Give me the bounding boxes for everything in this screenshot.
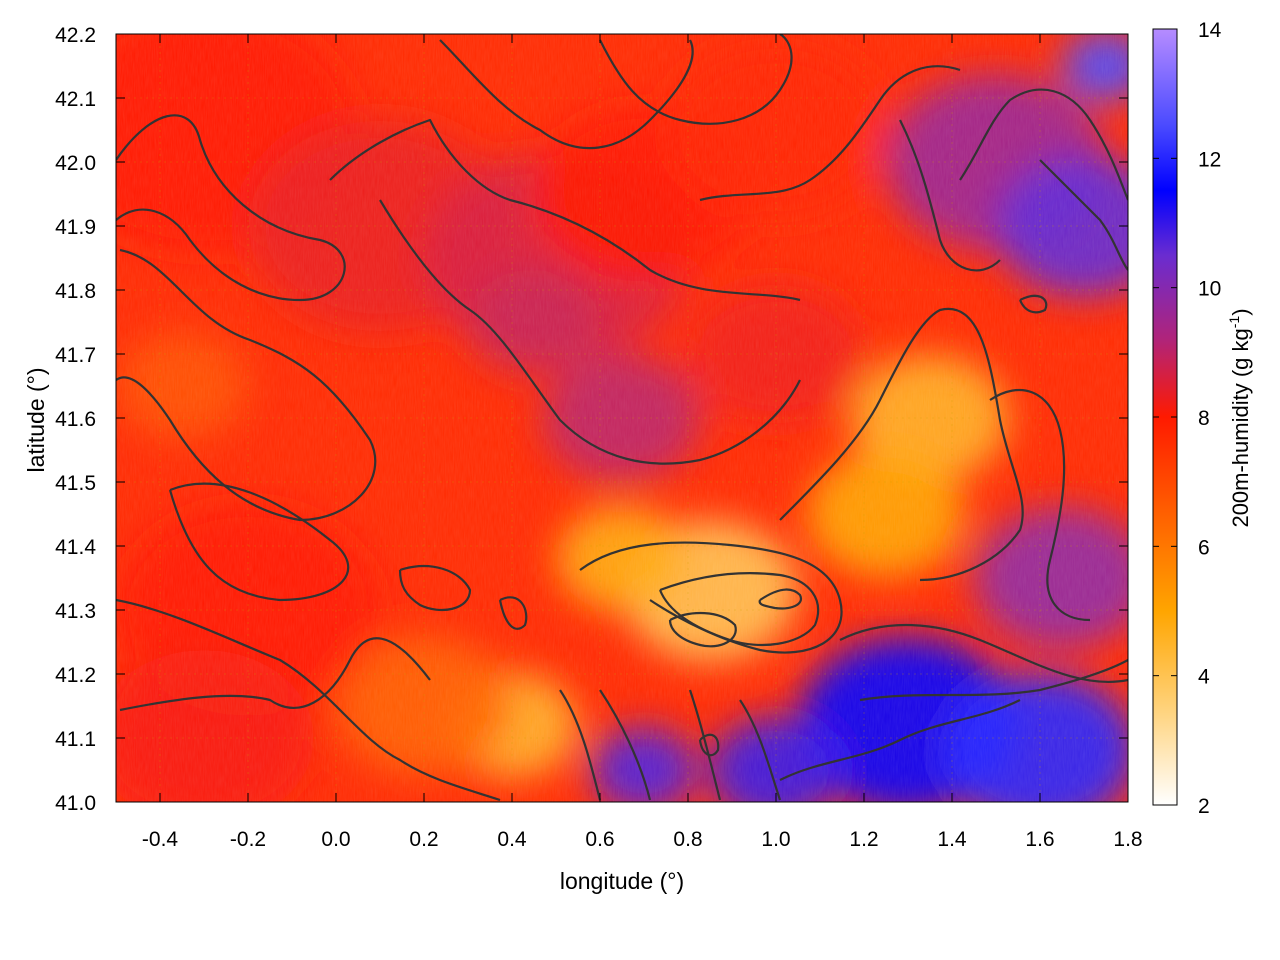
- contour-line: [439, 39, 694, 150]
- y-tick-label: 41.8: [55, 280, 96, 303]
- contour-line: [119, 637, 431, 712]
- colorbar-tick-label: 4: [1198, 666, 1210, 689]
- y-tick-label: 41.1: [55, 728, 96, 751]
- x-tick-label: 0.4: [497, 828, 527, 851]
- contour-lines: [116, 34, 1128, 802]
- x-tick-label: 1.4: [937, 828, 967, 851]
- x-tick-label: 1.8: [1113, 828, 1142, 851]
- x-tick-label: 0.6: [585, 828, 614, 851]
- x-axis-ticks: -0.4 -0.2 0.0 0.2 0.4 0.6 0.8 1.0 1.2 1.4 1.6 1.8: [142, 34, 1143, 851]
- colorbar-label-main: 200m-humidity (g kg: [1228, 328, 1253, 527]
- contour-line: [1018, 294, 1048, 314]
- y-tick-label: 41.4: [55, 536, 96, 559]
- y-axis-label: latitude (°): [23, 367, 49, 472]
- colorbar-tick-label: 8: [1198, 407, 1210, 430]
- y-tick-label: 41.7: [55, 344, 96, 367]
- contour-line: [379, 199, 801, 465]
- contour-line: [899, 119, 1001, 272]
- contour-line: [1039, 159, 1128, 271]
- colorbar-label-sup: -1: [1226, 316, 1242, 329]
- contour-line: [329, 118, 801, 302]
- colorbar-tick-label: 6: [1198, 536, 1210, 559]
- x-tick-label: 1.2: [849, 828, 878, 851]
- contour-line: [779, 699, 1021, 781]
- contour-line: [959, 88, 1128, 201]
- x-tick-label: 1.0: [761, 828, 790, 851]
- y-tick-label: 41.6: [55, 408, 96, 431]
- y-tick-label: 41.5: [55, 472, 96, 495]
- contour-line: [739, 699, 782, 801]
- colorbar-tick-label: 10: [1198, 278, 1221, 301]
- contour-line: [989, 388, 1091, 622]
- field-texture: [116, 34, 1128, 802]
- x-tick-label: -0.2: [230, 828, 266, 851]
- contour-line: [168, 482, 350, 602]
- contour-line: [698, 733, 720, 757]
- colorbar-label-end: ): [1228, 308, 1253, 315]
- contour-line: [758, 588, 803, 610]
- contour-line: [699, 65, 961, 202]
- colorbar-tick-label: 2: [1198, 795, 1210, 818]
- x-axis-label: longitude (°): [560, 868, 684, 894]
- y-tick-label: 41.0: [55, 792, 96, 815]
- y-tick-label: 41.2: [55, 664, 96, 687]
- grid-lines: [116, 34, 1128, 802]
- x-tick-label: 1.6: [1025, 828, 1054, 851]
- x-tick-label: 0.2: [409, 828, 438, 851]
- contour-line: [599, 689, 652, 801]
- contour-line: [779, 307, 1024, 582]
- y-tick-label: 41.9: [55, 216, 96, 239]
- contour-line: [599, 34, 793, 125]
- plot-area: -0.4 -0.2 0.0 0.2 0.4 0.6 0.8 1.0 1.2 1.4 1.6 1.8 4…: [55, 24, 1143, 851]
- y-tick-label: 42.1: [55, 88, 96, 111]
- contour-line: [688, 689, 722, 801]
- x-tick-label: -0.4: [142, 828, 179, 851]
- contour-line: [498, 596, 528, 630]
- contour-line: [658, 572, 820, 647]
- colorbar-tick-label: 14: [1198, 19, 1222, 42]
- y-tick-label: 42.0: [55, 152, 96, 175]
- colorbar-tick-label: 12: [1198, 148, 1221, 171]
- y-axis-ticks: 41.0 41.1 41.2 41.3 41.4 41.5 41.6 41.7 41.8 41.9…: [55, 24, 1128, 815]
- y-tick-label: 41.3: [55, 600, 96, 623]
- x-tick-label: 0.0: [321, 828, 350, 851]
- colorbar: 2 4 6 8 10 12 14 200m-humidity (g kg-1): [1152, 19, 1253, 818]
- contour-line: [398, 565, 472, 612]
- contour-line: [559, 689, 602, 801]
- colorbar-label: 200m-humidity (g kg-1): [1226, 308, 1253, 527]
- contour-line: [859, 659, 1128, 702]
- colorbar-ticks: 2 4 6 8 10 12 14: [1153, 19, 1222, 818]
- y-tick-label: 42.2: [55, 24, 96, 47]
- contour-line: [116, 114, 346, 302]
- x-tick-label: 0.8: [673, 828, 702, 851]
- contour-line: [116, 598, 501, 802]
- contour-line: [839, 623, 1128, 684]
- contour-line: [116, 248, 377, 522]
- contour-line: [668, 611, 737, 648]
